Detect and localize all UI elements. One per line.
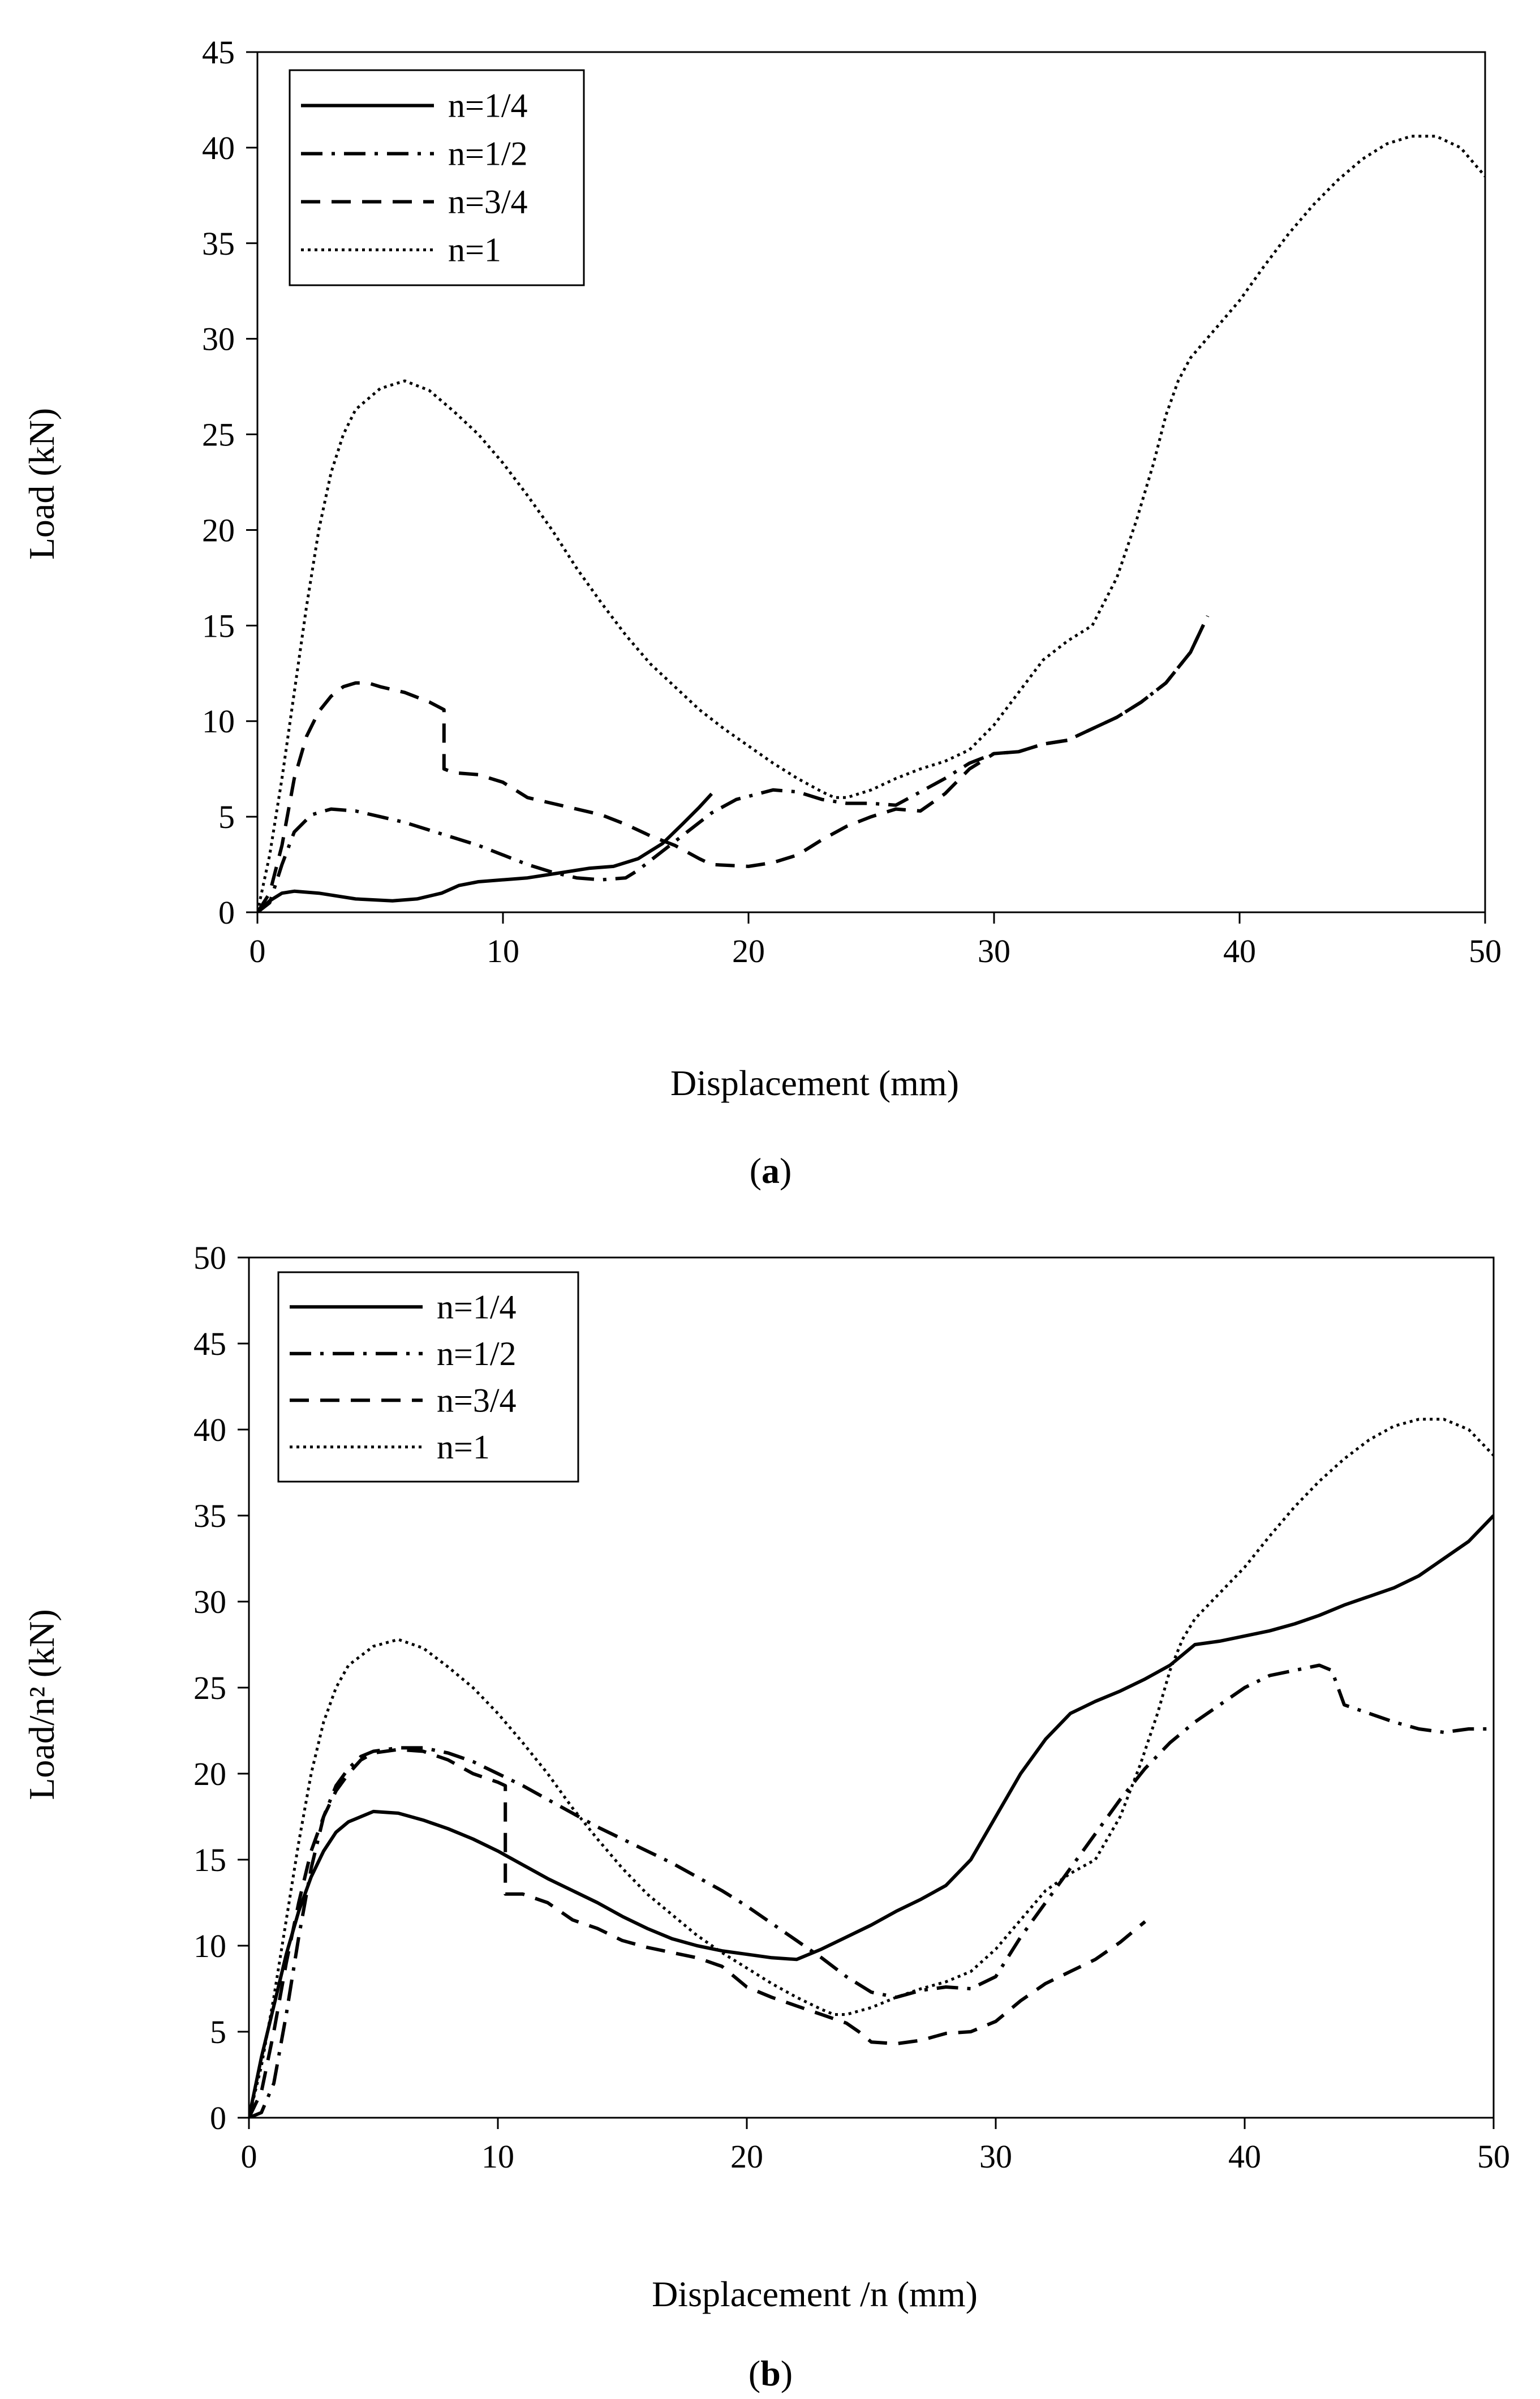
panel-b-series-line-3	[249, 1748, 1146, 2118]
panel-a-xlabel: Displacement (mm)	[670, 1063, 959, 1103]
panel-a-ytick-label: 0	[218, 894, 235, 931]
panel-a-xtick-label: 0	[250, 933, 266, 969]
panel-b-ytick-label: 40	[193, 1411, 226, 1448]
panel-a-ytick-label: 35	[202, 225, 235, 262]
panel-b-xtick-label: 50	[1477, 2138, 1510, 2175]
panel-a-plot-frame	[256, 51, 1486, 913]
panel-a-ytick-label: 40	[202, 130, 235, 166]
panel-a-series-line-4	[257, 135, 1485, 912]
panel-a-series-line-2	[257, 615, 1210, 912]
panel-a-ytick-label: 15	[202, 607, 235, 644]
panel-b-ytick-label: 35	[193, 1497, 226, 1534]
panel-a-series-line-1	[257, 792, 713, 912]
panel-a-ytick-label: 5	[218, 799, 235, 835]
panel-b-legend-label-1: n=1/4	[437, 1288, 517, 1325]
panel-b-legend-label-3: n=3/4	[437, 1381, 517, 1419]
panel-b-xtick-label: 10	[481, 2138, 514, 2175]
panel-a-ytick-label: 45	[202, 34, 235, 71]
panel-a-xtick-label: 10	[487, 933, 519, 969]
panel-b-xtick-label: 30	[979, 2138, 1012, 2175]
panel-b-legend-label-2: n=1/2	[437, 1335, 517, 1372]
panel-b-series-line-4	[249, 1418, 1494, 2118]
panel-a-legend-label-3: n=3/4	[448, 183, 528, 221]
panel-a-ytick-label: 10	[202, 703, 235, 740]
panel-b-ytick-label: 10	[193, 1928, 226, 1964]
panel-b-ytick-label: 30	[193, 1583, 226, 1620]
panel-b-xtick-label: 20	[730, 2138, 763, 2175]
panel-a-xtick-label: 50	[1469, 933, 1502, 969]
panel-a-legend-label-1: n=1/4	[448, 87, 528, 125]
panel-a-legend-box	[289, 69, 585, 286]
chart-panel-a: Load (kN) Displacement (mm) (a) 0 5 10 15 20…	[21, 34, 1502, 1191]
panel-b-ytick-label: 45	[193, 1325, 226, 1362]
panel-a-series-line-3	[257, 615, 1210, 912]
panel-a-ytick-label: 20	[202, 512, 235, 548]
panel-a-xtick-label: 40	[1223, 933, 1256, 969]
panel-b-ytick-label: 25	[193, 1670, 226, 1706]
panel-a-xtick-label: 20	[732, 933, 765, 969]
panel-b-xlabel: Displacement /n (mm)	[652, 2274, 978, 2314]
panel-b-ytick-label: 50	[193, 1239, 226, 1276]
panel-b-ytick-label: 15	[193, 1842, 226, 1878]
panel-b-legend-box	[277, 1271, 579, 1483]
panel-b-xtick-label: 0	[241, 2138, 257, 2175]
panel-b-ylabel: Load/n² (kN)	[21, 1609, 62, 1800]
panel-a-legend-label-2: n=1/2	[448, 135, 528, 173]
panel-a-xtick-label: 30	[978, 933, 1010, 969]
panel-b-xtick-label: 40	[1228, 2138, 1261, 2175]
panel-a-ylabel: Load (kN)	[21, 408, 62, 560]
panel-a-caption: (a)	[750, 1151, 792, 1191]
panel-b-ytick-label: 5	[210, 2014, 226, 2050]
chart-panel-b: Load/n² (kN) Displacement /n (mm) (b) 0 5…	[21, 1239, 1510, 2393]
panel-b-ytick-label: 20	[193, 1756, 226, 1792]
panel-a-legend-label-4: n=1	[448, 231, 501, 269]
panel-b-series-line-2	[249, 1663, 1494, 2118]
panel-b-ytick-label: 0	[210, 2100, 226, 2136]
panel-b-legend-label-4: n=1	[437, 1428, 490, 1466]
panel-a-ytick-label: 30	[202, 321, 235, 358]
panel-a-ytick-label: 25	[202, 417, 235, 453]
panel-b-series-line-1	[249, 1514, 1494, 2118]
panel-b-caption: (b)	[749, 2353, 793, 2393]
